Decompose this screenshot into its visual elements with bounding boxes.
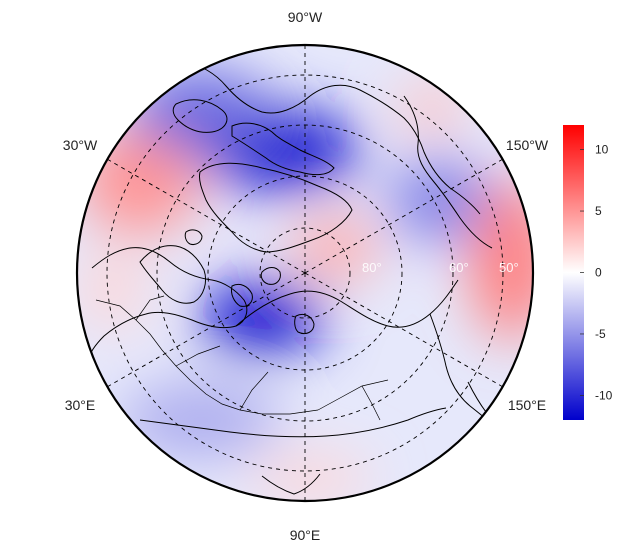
anomaly-europe-west: [80, 252, 144, 328]
anomaly-north-atlantic-northeast: [400, 83, 464, 133]
anomaly-east-asia-south: [250, 456, 370, 500]
map-border: [75, 43, 535, 503]
coastline-hudson-region: [172, 99, 228, 133]
anomaly-blobs: [80, 70, 533, 500]
meridian-30e: [106, 272, 306, 388]
meridian-150e: [304, 272, 504, 388]
lon-label-upper-left: 30°W: [63, 137, 98, 153]
lon-label-top: 90°W: [288, 9, 323, 25]
meridian-30w: [106, 158, 306, 274]
coastline-novaya-zemlya: [231, 283, 253, 307]
coastline-alaska: [403, 95, 493, 249]
coastline-north-america: [179, 59, 481, 215]
colorbar-gradient: [563, 125, 584, 420]
anomaly-arctic-ocean-center: [293, 216, 377, 280]
anomaly-north-america-east: [130, 70, 270, 150]
anomaly-alaska-bering: [388, 160, 488, 240]
anomaly-eurasia-south: [120, 384, 280, 456]
lat-label-60: 60°: [449, 260, 469, 275]
colorbar-ticks: 10 5 0 -5 -10: [580, 143, 613, 402]
colorbar-tick-label: 10: [595, 143, 609, 157]
coastline-canadian-archipelago: [231, 122, 335, 176]
coastline-severnaya: [294, 313, 315, 335]
coastline-scandinavia: [139, 245, 207, 304]
borders-eurasia: [95, 295, 389, 421]
colorbar: 10 5 0 -5 -10: [563, 125, 613, 420]
coastline-india: [261, 473, 321, 495]
coastline-europe: [87, 247, 248, 361]
lon-label-lower-right: 150°E: [508, 397, 546, 413]
colorbar-tick-label: -10: [595, 388, 613, 402]
anomaly-central-siberia: [200, 284, 324, 352]
coastline-siberia: [235, 279, 459, 328]
coastline-iceland: [184, 229, 203, 245]
coastline-svalbard: [260, 267, 281, 285]
lon-label-bottom: 90°E: [290, 527, 321, 543]
lat-label-80: 80°: [362, 260, 382, 275]
lat-label-50: 50°: [499, 260, 519, 275]
anomaly-field: [77, 45, 533, 501]
anomaly-north-pacific-east: [470, 180, 533, 340]
lon-label-upper-right: 150°W: [506, 137, 549, 153]
colorbar-tick-label: -5: [595, 327, 606, 341]
coastline-asia-south: [139, 407, 447, 438]
lat-circle-80: [259, 227, 351, 319]
coastline-greenland: [199, 162, 353, 253]
lon-label-lower-left: 30°E: [65, 397, 96, 413]
colorbar-tick-label: 0: [595, 266, 602, 280]
meridian-150w: [304, 158, 504, 274]
colorbar-tick-label: 5: [595, 204, 602, 218]
graticule: [106, 45, 504, 501]
lat-circle-50: [106, 74, 504, 472]
map-area: 80° 60° 50° 90°W 30°W 150°W 30°E 150°E 9…: [63, 9, 549, 543]
